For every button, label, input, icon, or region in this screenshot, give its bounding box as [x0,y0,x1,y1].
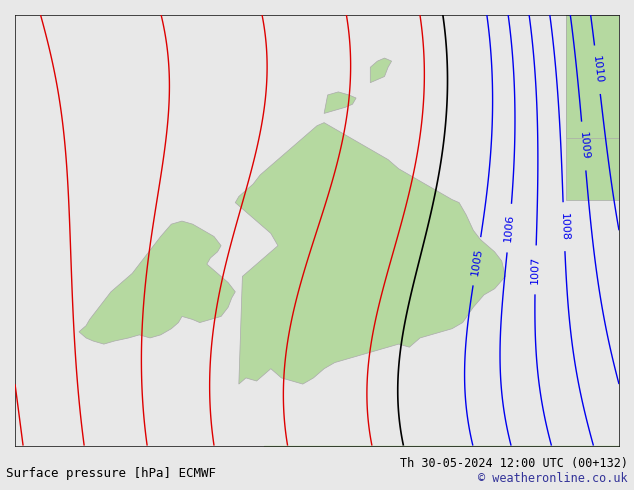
Polygon shape [79,221,235,344]
Text: © weatheronline.co.uk: © weatheronline.co.uk [478,472,628,485]
Text: 1009: 1009 [578,132,590,161]
Text: Th 30-05-2024 12:00 UTC (00+132): Th 30-05-2024 12:00 UTC (00+132) [399,457,628,470]
Text: 1010: 1010 [591,55,604,84]
Text: 1008: 1008 [559,213,569,241]
Polygon shape [370,58,392,83]
Text: 1005: 1005 [470,246,484,276]
Polygon shape [235,122,505,384]
Polygon shape [566,15,634,199]
Text: 1006: 1006 [503,214,515,243]
Text: Surface pressure [hPa] ECMWF: Surface pressure [hPa] ECMWF [6,467,216,480]
Polygon shape [324,92,356,113]
Polygon shape [566,15,634,138]
Text: 1007: 1007 [530,256,541,284]
